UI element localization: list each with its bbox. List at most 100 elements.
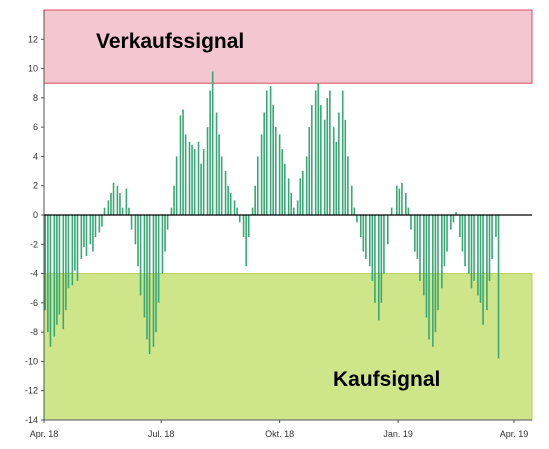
bar	[202, 149, 205, 215]
bar	[296, 200, 299, 215]
bar	[356, 215, 358, 223]
bar	[265, 90, 268, 215]
bar	[407, 207, 410, 215]
bar	[101, 215, 103, 227]
bar	[242, 215, 245, 237]
bar	[302, 171, 304, 215]
bar	[155, 215, 157, 333]
bar	[437, 215, 439, 311]
y-tick-label: 8	[33, 93, 38, 103]
bar	[103, 207, 106, 215]
bar	[166, 215, 169, 230]
bar	[272, 105, 274, 215]
bar	[44, 215, 47, 311]
bar	[362, 215, 365, 252]
bar	[164, 215, 166, 252]
y-tick-label: 12	[28, 34, 38, 44]
bar	[197, 141, 200, 215]
bar	[405, 193, 407, 215]
bar	[446, 215, 448, 252]
bar	[326, 97, 329, 215]
bar	[175, 156, 178, 215]
bar	[350, 185, 353, 215]
bar	[428, 215, 430, 340]
bar	[215, 112, 218, 215]
bar	[371, 215, 374, 281]
bar	[139, 215, 142, 296]
bar	[477, 215, 479, 296]
bar	[338, 112, 340, 215]
bar	[269, 86, 272, 215]
y-tick-label: 4	[33, 151, 38, 161]
bar	[206, 127, 209, 215]
bar	[94, 215, 97, 237]
bar	[148, 215, 151, 355]
bar	[121, 207, 124, 215]
bar	[98, 215, 101, 233]
bar	[83, 215, 85, 248]
bar	[323, 119, 326, 215]
y-tick-label: -10	[25, 356, 38, 366]
bar	[311, 105, 313, 215]
bar	[251, 207, 254, 215]
bar	[486, 215, 488, 311]
bar	[143, 215, 146, 318]
bar	[229, 193, 232, 215]
bar	[67, 215, 70, 289]
bar	[107, 200, 110, 215]
x-tick-label: Jul. 18	[148, 429, 175, 439]
bar	[432, 215, 434, 347]
bar	[468, 215, 470, 274]
bar	[85, 215, 88, 256]
bar	[233, 200, 236, 215]
bar	[74, 215, 76, 271]
bar	[335, 141, 338, 215]
bar	[112, 182, 115, 215]
bar	[450, 215, 452, 230]
bar	[71, 215, 74, 286]
bar	[110, 193, 112, 215]
bar	[76, 215, 79, 281]
zone-sell-band	[43, 9, 533, 84]
bar-series	[44, 71, 532, 359]
zone-label-sell: Verkaufssignal	[96, 30, 244, 53]
bar	[365, 215, 367, 259]
bar	[292, 207, 295, 215]
y-tick-label: 6	[33, 122, 38, 132]
zone-labels: Verkaufssignal Kaufsignal	[96, 30, 440, 391]
bar	[401, 182, 403, 215]
bar	[247, 215, 250, 237]
y-tick-label: -12	[25, 386, 38, 396]
bar	[200, 163, 202, 215]
bar	[396, 185, 398, 215]
bar	[224, 171, 227, 215]
bar	[320, 105, 322, 215]
bar	[170, 207, 173, 215]
bar	[495, 215, 497, 237]
x-tick-label: Okt. 18	[265, 429, 294, 439]
bar	[341, 90, 344, 215]
bar	[359, 215, 362, 237]
bar	[488, 215, 491, 281]
bar	[278, 134, 281, 215]
bar	[188, 141, 191, 215]
bar	[434, 215, 437, 333]
bar	[65, 215, 67, 311]
bar	[479, 215, 482, 303]
bar	[461, 215, 464, 252]
bar	[173, 185, 175, 215]
bar	[137, 215, 139, 267]
bar	[152, 215, 155, 347]
bar	[281, 149, 284, 215]
bar	[414, 215, 416, 252]
bar	[130, 215, 133, 230]
bar	[410, 215, 412, 230]
bar	[125, 188, 128, 215]
bar	[398, 188, 401, 215]
bar	[218, 134, 220, 215]
bar	[184, 134, 187, 215]
y-tick-label: -14	[25, 415, 38, 425]
bar	[161, 215, 164, 274]
bar	[441, 215, 443, 289]
bar	[452, 215, 455, 223]
